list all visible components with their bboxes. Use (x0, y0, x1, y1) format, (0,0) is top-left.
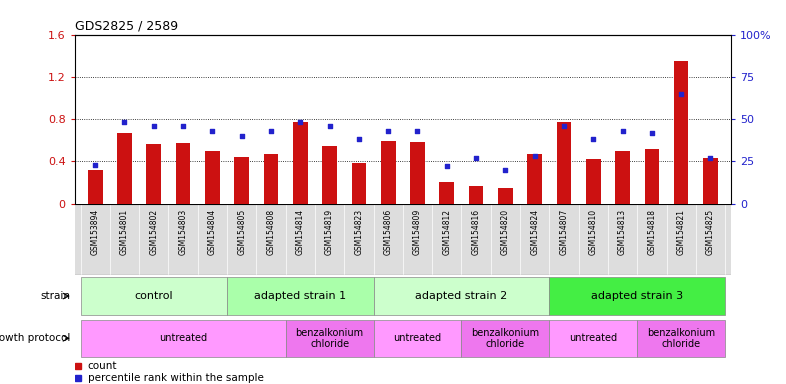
Bar (373, 319, 461, 357)
Text: GSM154812: GSM154812 (443, 209, 451, 255)
Point (587, 136, 600, 142)
Text: GSM154805: GSM154805 (237, 209, 246, 255)
Bar (556, 122, 571, 204)
Point (294, 119, 307, 126)
Point (675, 91, 688, 97)
Text: GSM154809: GSM154809 (413, 209, 422, 255)
Text: GSM154808: GSM154808 (266, 209, 275, 255)
Bar (234, 157, 249, 204)
Text: benzalkonium
chloride: benzalkonium chloride (296, 328, 364, 349)
Text: control: control (134, 291, 173, 301)
Point (616, 128, 629, 134)
Bar (373, 277, 549, 315)
Bar (527, 154, 542, 204)
Bar (205, 151, 220, 204)
Bar (468, 185, 483, 204)
Text: GSM154810: GSM154810 (589, 209, 598, 255)
Bar (381, 141, 395, 204)
Bar (645, 149, 659, 204)
Bar (637, 319, 725, 357)
Text: GSM154804: GSM154804 (208, 209, 217, 255)
Text: adapted strain 1: adapted strain 1 (254, 291, 347, 301)
Bar (461, 319, 549, 357)
Point (528, 153, 541, 159)
Bar (285, 319, 373, 357)
Text: count: count (88, 361, 117, 371)
Point (353, 136, 365, 142)
Text: GSM154820: GSM154820 (501, 209, 510, 255)
Point (148, 123, 160, 129)
Bar (498, 188, 512, 204)
Bar (80, 277, 227, 315)
Bar (263, 154, 278, 204)
Text: GSM154807: GSM154807 (560, 209, 568, 255)
Text: adapted strain 2: adapted strain 2 (415, 291, 508, 301)
Bar (176, 143, 190, 204)
Text: adapted strain 3: adapted strain 3 (591, 291, 683, 301)
Bar (674, 61, 689, 204)
Bar (615, 151, 630, 204)
Text: GSM154816: GSM154816 (472, 209, 480, 255)
Text: GSM154806: GSM154806 (384, 209, 393, 255)
Text: GSM154801: GSM154801 (120, 209, 129, 255)
Point (265, 128, 277, 134)
Text: GDS2825 / 2589: GDS2825 / 2589 (75, 19, 178, 32)
Text: untreated: untreated (569, 333, 617, 343)
Text: benzalkonium
chloride: benzalkonium chloride (647, 328, 715, 349)
Text: GSM154802: GSM154802 (149, 209, 158, 255)
Point (382, 128, 395, 134)
Bar (322, 147, 337, 204)
Point (470, 155, 483, 161)
Point (440, 163, 453, 169)
Bar (80, 319, 285, 357)
Point (411, 128, 424, 134)
Bar (146, 144, 161, 204)
Point (177, 123, 189, 129)
Bar (293, 122, 307, 204)
Point (558, 123, 571, 129)
Text: growth protocol: growth protocol (0, 333, 71, 343)
Bar (586, 159, 601, 204)
Text: GSM154814: GSM154814 (296, 209, 305, 255)
Text: benzalkonium
chloride: benzalkonium chloride (472, 328, 539, 349)
Bar (88, 170, 102, 204)
Point (206, 128, 219, 134)
Point (118, 119, 130, 126)
Bar (410, 142, 424, 204)
Text: untreated: untreated (394, 333, 442, 343)
Bar (227, 277, 373, 315)
Text: GSM154818: GSM154818 (648, 209, 656, 255)
Point (704, 155, 717, 161)
Bar (117, 133, 132, 204)
Point (645, 129, 658, 136)
Text: GSM154803: GSM154803 (178, 209, 188, 255)
Text: percentile rank within the sample: percentile rank within the sample (88, 373, 263, 383)
Text: GSM154825: GSM154825 (706, 209, 715, 255)
Text: GSM154819: GSM154819 (325, 209, 334, 255)
Point (323, 123, 336, 129)
Bar (549, 277, 725, 315)
Text: GSM154821: GSM154821 (677, 209, 685, 255)
Point (235, 133, 248, 139)
Text: untreated: untreated (159, 333, 208, 343)
Bar (351, 164, 366, 204)
Text: GSM153894: GSM153894 (90, 209, 100, 255)
Text: strain: strain (41, 291, 71, 301)
Point (89, 162, 101, 168)
Bar (703, 158, 718, 204)
Point (499, 167, 512, 173)
Text: GSM154813: GSM154813 (618, 209, 627, 255)
Text: GSM154823: GSM154823 (354, 209, 363, 255)
Bar (439, 182, 454, 204)
Bar (549, 319, 637, 357)
Text: GSM154824: GSM154824 (531, 209, 539, 255)
